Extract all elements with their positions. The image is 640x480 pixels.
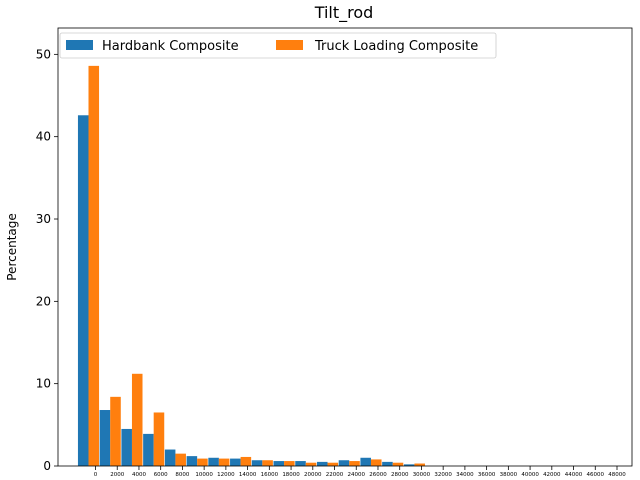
x-tick-label: 22000 xyxy=(326,472,344,478)
bars-layer xyxy=(77,65,425,466)
y-tick-label: 30 xyxy=(36,212,51,226)
bar-hardbank-4000 xyxy=(121,428,132,466)
bar-truck-loading-6000 xyxy=(153,412,165,466)
bar-hardbank-30000 xyxy=(403,464,415,466)
bar-truck-loading-4000 xyxy=(131,373,143,466)
bar-hardbank-8000 xyxy=(164,449,176,466)
bar-truck-loading-14000 xyxy=(240,456,252,466)
x-tick-label: 2000 xyxy=(110,472,124,478)
x-tick-label: 38000 xyxy=(500,472,518,478)
x-tick-label: 0 xyxy=(94,472,98,478)
bar-truck-loading-12000 xyxy=(218,458,230,466)
bar-hardbank-12000 xyxy=(208,457,219,466)
legend-swatch-hardbank xyxy=(66,40,93,50)
x-tick-label: 34000 xyxy=(456,472,474,478)
x-tick-label: 32000 xyxy=(434,472,452,478)
bar-hardbank-0 xyxy=(77,115,89,466)
bar-truck-loading-0 xyxy=(88,65,100,466)
x-tick-label: 6000 xyxy=(154,472,168,478)
y-tick-label: 50 xyxy=(36,47,51,61)
x-axis: 0 2000 4000 6000 8000 10000 12000 14000 16000 180… xyxy=(94,466,626,478)
x-tick-label: 4000 xyxy=(132,472,146,478)
chart-title: Tilt_rod xyxy=(314,3,374,23)
plot-frame xyxy=(57,27,633,467)
x-tick-label: 20000 xyxy=(304,472,322,478)
y-tick-label: 20 xyxy=(36,294,51,308)
y-tick-label: 40 xyxy=(36,130,51,144)
bar-truck-loading-22000 xyxy=(327,462,339,466)
bar-truck-loading-26000 xyxy=(370,459,382,466)
bar-truck-loading-20000 xyxy=(305,462,317,466)
bar-hardbank-2000 xyxy=(99,410,111,466)
bar-hardbank-28000 xyxy=(382,461,393,466)
x-tick-label: 18000 xyxy=(282,472,300,478)
x-tick-label: 26000 xyxy=(369,472,387,478)
x-tick-label: 8000 xyxy=(175,472,189,478)
x-tick-label: 10000 xyxy=(195,472,213,478)
legend-label-truck-loading: Truck Loading Composite xyxy=(314,39,478,54)
bar-truck-loading-28000 xyxy=(392,462,404,466)
bar-hardbank-24000 xyxy=(338,460,350,466)
x-tick-label: 48000 xyxy=(608,472,626,478)
bar-hardbank-16000 xyxy=(251,460,263,466)
x-tick-label: 16000 xyxy=(261,472,279,478)
x-tick-label: 44000 xyxy=(565,472,583,478)
bar-hardbank-18000 xyxy=(273,461,285,466)
x-tick-label: 40000 xyxy=(521,472,539,478)
x-tick-label: 36000 xyxy=(478,472,496,478)
legend-swatch-truck-loading xyxy=(276,40,303,50)
bar-hardbank-10000 xyxy=(186,456,198,466)
bar-truck-loading-10000 xyxy=(197,458,208,466)
bar-truck-loading-8000 xyxy=(175,453,186,466)
bar-hardbank-6000 xyxy=(143,433,154,466)
y-tick-label: 0 xyxy=(43,459,51,473)
legend-label-hardbank: Hardbank Composite xyxy=(102,39,239,54)
y-tick-label: 10 xyxy=(36,377,51,391)
bar-hardbank-14000 xyxy=(230,458,241,466)
bar-truck-loading-18000 xyxy=(284,461,295,466)
x-tick-label: 28000 xyxy=(391,472,409,478)
bar-truck-loading-30000 xyxy=(414,463,425,466)
bar-truck-loading-16000 xyxy=(262,460,273,466)
y-axis-label: Percentage xyxy=(5,213,19,281)
x-tick-label: 24000 xyxy=(348,472,366,478)
x-tick-label: 46000 xyxy=(587,472,605,478)
x-tick-label: 12000 xyxy=(217,472,235,478)
x-tick-label: 42000 xyxy=(543,472,561,478)
x-tick-label: 14000 xyxy=(239,472,257,478)
legend: Hardbank Composite Truck Loading Composit… xyxy=(59,32,497,59)
bar-truck-loading-24000 xyxy=(349,461,360,466)
y-axis: 0 10 20 30 40 50 xyxy=(36,47,58,473)
bar-hardbank-22000 xyxy=(316,461,328,466)
bar-truck-loading-2000 xyxy=(110,396,121,466)
x-tick-label: 30000 xyxy=(413,472,431,478)
bar-hardbank-26000 xyxy=(360,457,371,466)
bar-hardbank-20000 xyxy=(295,461,306,466)
